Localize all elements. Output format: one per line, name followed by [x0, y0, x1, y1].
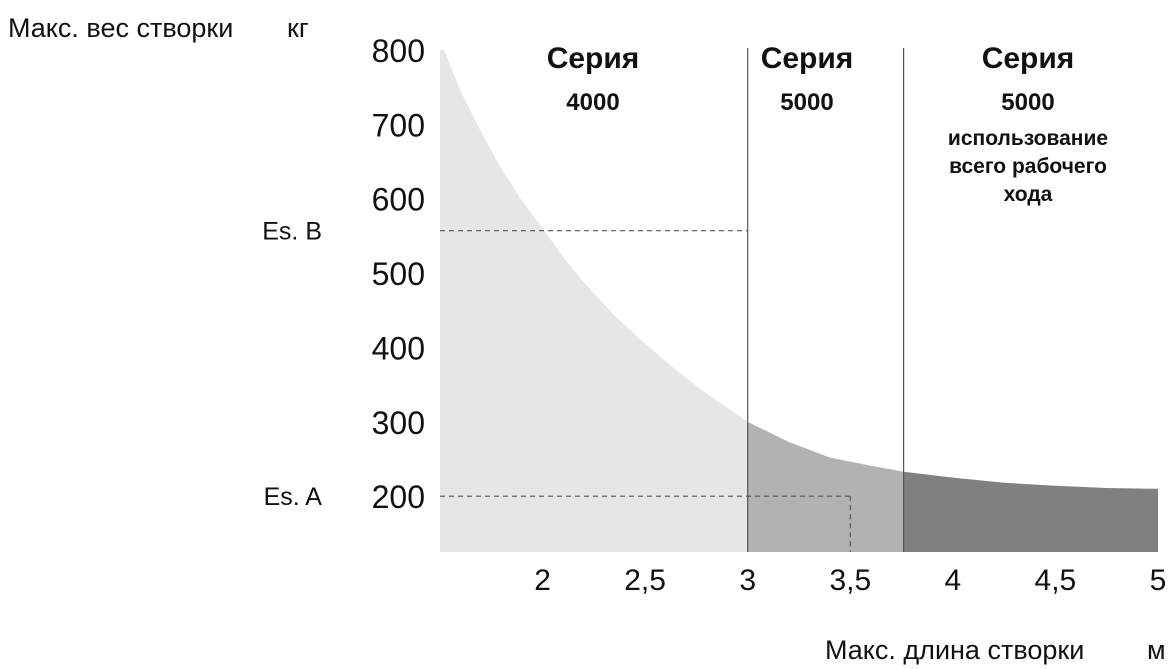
reference-label-1: Es. B	[262, 218, 322, 246]
y-tick-label: 800	[372, 33, 425, 69]
series-labels: Серия 4000 Серия 5000 Серия 5000 использование…	[547, 42, 1108, 206]
series-title-2: Серия	[761, 42, 854, 75]
x-tick-label: 2	[534, 564, 551, 597]
series-number-2: 5000	[780, 89, 833, 116]
y-tick-label: 200	[372, 479, 425, 515]
reference-lines: Es. B Es. A	[262, 218, 851, 552]
x-tick-label: 3,5	[829, 564, 871, 597]
x-tick-label: 3	[739, 564, 756, 597]
reference-label-2: Es. A	[264, 483, 323, 511]
y-tick-label: 300	[372, 405, 425, 441]
series-note-line: всего рабочего	[949, 155, 1107, 178]
series-dividers	[747, 48, 905, 552]
y-axis-unit: кг	[287, 13, 309, 43]
x-tick-label: 5	[1150, 564, 1167, 597]
series-area-1	[440, 50, 748, 552]
series-area-3	[903, 471, 1158, 552]
y-tick-label: 600	[372, 182, 425, 218]
x-axis-unit: м	[1147, 635, 1166, 665]
x-axis-ticks: 2 2,5 3 3,5 4 4,5 5	[534, 564, 1166, 597]
x-axis-title: Макс. длина створки	[825, 635, 1084, 665]
series-title-3: Серия	[982, 42, 1075, 75]
series-note-line: хода	[1004, 183, 1053, 206]
x-tick-label: 2,5	[624, 564, 666, 597]
y-tick-label: 500	[372, 256, 425, 292]
x-tick-label: 4,5	[1035, 564, 1077, 597]
y-axis-title: Макс. вес створки	[8, 13, 233, 43]
y-axis-ticks: 200 300 400 500 600 700 800	[372, 33, 425, 515]
x-tick-label: 4	[945, 564, 962, 597]
series-number-3: 5000	[1001, 89, 1054, 116]
series-title-1: Серия	[547, 42, 640, 75]
series-area-2	[747, 421, 904, 552]
series-number-1: 4000	[566, 89, 619, 116]
y-tick-label: 700	[372, 107, 425, 143]
y-tick-label: 400	[372, 331, 425, 367]
series-areas	[440, 50, 1158, 552]
series-note-line: использование	[948, 127, 1108, 150]
